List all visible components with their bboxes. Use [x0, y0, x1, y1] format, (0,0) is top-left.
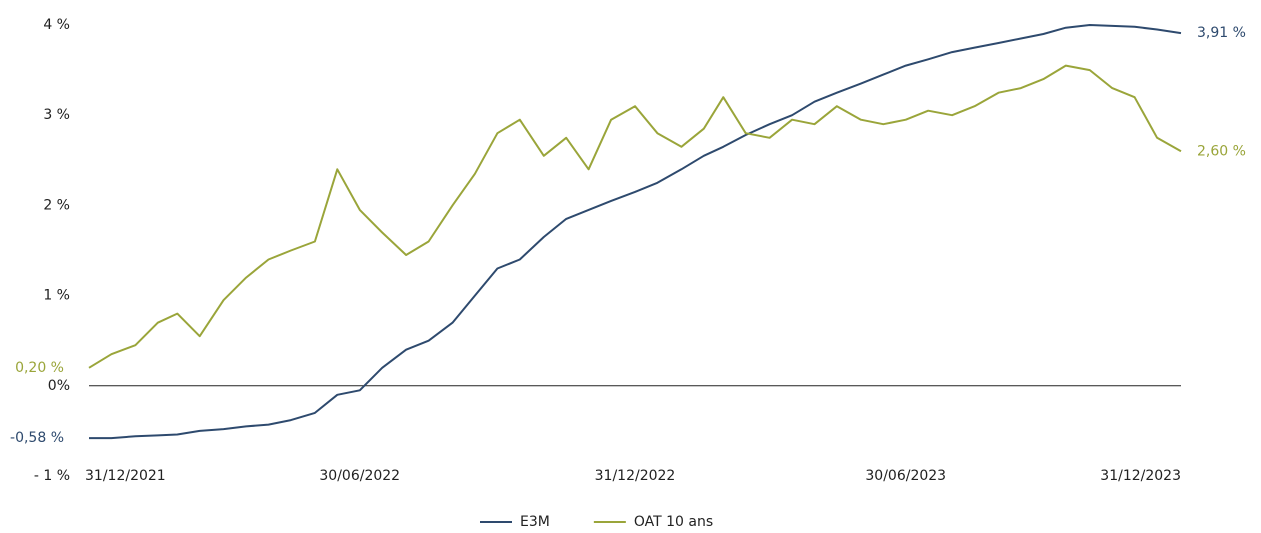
series-line: [89, 24, 1182, 440]
x-tick-label: 30/06/2022: [319, 468, 400, 484]
end-label: 3,91 %: [1197, 25, 1246, 41]
y-tick-label: 1 %: [43, 288, 70, 304]
x-tick-label: 31/12/2022: [595, 468, 676, 484]
x-tick-label: 31/12/2021: [85, 468, 166, 484]
y-tick-label: 2 %: [43, 197, 70, 213]
end-label: 2,60 %: [1197, 143, 1246, 159]
legend-label: E3M: [520, 514, 550, 530]
y-tick-label: - 1 %: [34, 468, 70, 484]
y-tick-label: 4 %: [43, 17, 70, 33]
legend-label: OAT 10 ans: [634, 514, 713, 530]
series-line: [88, 64, 1182, 369]
y-tick-label: 0%: [48, 378, 70, 394]
y-tick-label: 3 %: [43, 107, 70, 123]
start-label: -0,58 %: [10, 430, 64, 446]
start-label: 0,20 %: [15, 360, 64, 376]
x-tick-label: 30/06/2023: [865, 468, 946, 484]
x-tick-label: 31/12/2023: [1100, 468, 1181, 484]
